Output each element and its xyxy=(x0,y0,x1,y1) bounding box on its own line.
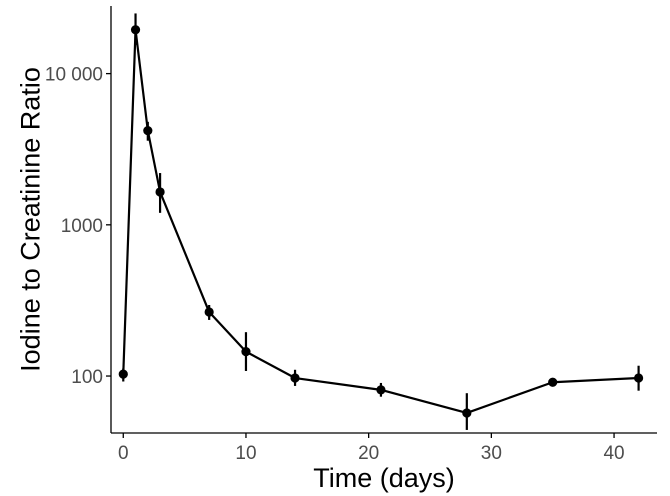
y-tick-label: 1000 xyxy=(61,216,103,237)
x-tick-label: 20 xyxy=(358,443,379,464)
x-ticks: 0 10 20 30 40 xyxy=(118,433,625,464)
data-point xyxy=(204,307,214,317)
y-axis-title: Iodine to Creatinine Ratio xyxy=(15,67,45,372)
data-point xyxy=(633,373,644,383)
data-point xyxy=(290,373,300,383)
x-axis-title: Time (days) xyxy=(313,463,455,493)
data-point xyxy=(548,377,558,387)
data-point xyxy=(241,347,251,357)
y-tick-label: 10 000 xyxy=(45,65,103,86)
data-point xyxy=(118,369,128,379)
y-tick-label: 100 xyxy=(71,367,103,388)
x-tick-label: 30 xyxy=(481,443,502,464)
x-tick-label: 40 xyxy=(603,443,624,464)
data-point xyxy=(143,125,153,136)
series-line xyxy=(122,28,639,415)
x-tick-label: 10 xyxy=(235,443,256,464)
data-point xyxy=(155,187,165,197)
series-group xyxy=(118,13,644,430)
x-tick-label: 0 xyxy=(118,443,129,464)
data-point xyxy=(376,385,386,395)
data-point xyxy=(462,408,472,418)
data-point xyxy=(130,25,141,35)
axes xyxy=(110,6,657,434)
y-ticks: 100 1000 10 000 xyxy=(45,65,111,388)
